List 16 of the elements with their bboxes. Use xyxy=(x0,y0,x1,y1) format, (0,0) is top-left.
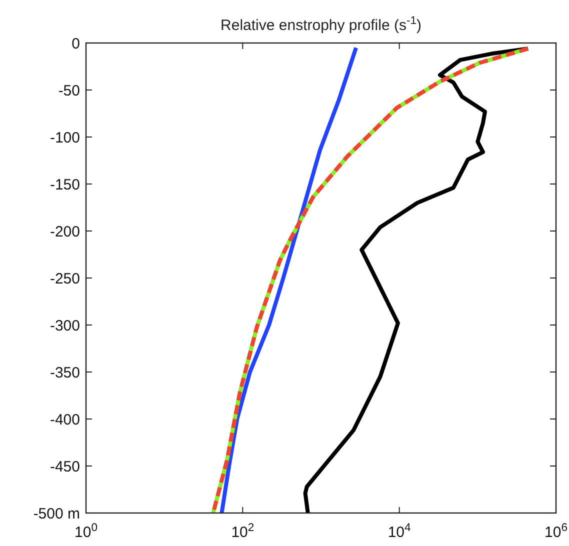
y-tick-label: -450 xyxy=(50,458,80,476)
x-tick-label: 10$^{6}$ xyxy=(544,522,568,541)
x-tick-label: 10$^{0}$ xyxy=(74,522,98,541)
y-tick-label: -300 xyxy=(50,317,80,334)
x-tick-label: 10$^{2}$ xyxy=(231,522,254,541)
y-tick-label: -500 m xyxy=(33,505,80,522)
chart-title: Relative enstrophy profile (s$^{-1}$) xyxy=(220,15,422,34)
y-tick-label: -400 xyxy=(50,411,80,428)
y-tick-label: -50 xyxy=(58,82,80,100)
y-tick-label: -200 xyxy=(50,223,80,240)
y-tick-label: 0 xyxy=(72,35,80,52)
y-tick-label: -350 xyxy=(50,364,80,382)
y-tick-label: -100 xyxy=(50,129,80,146)
x-tick-label: 10$^{4}$ xyxy=(388,522,411,541)
y-tick-label: -250 xyxy=(50,270,80,288)
y-tick-label: -150 xyxy=(50,176,80,194)
